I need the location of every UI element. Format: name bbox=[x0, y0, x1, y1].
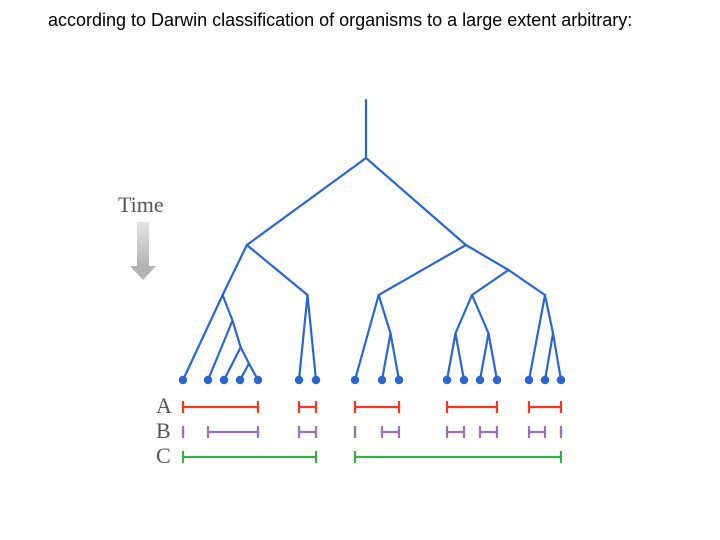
phylogeny-diagram bbox=[0, 0, 720, 540]
